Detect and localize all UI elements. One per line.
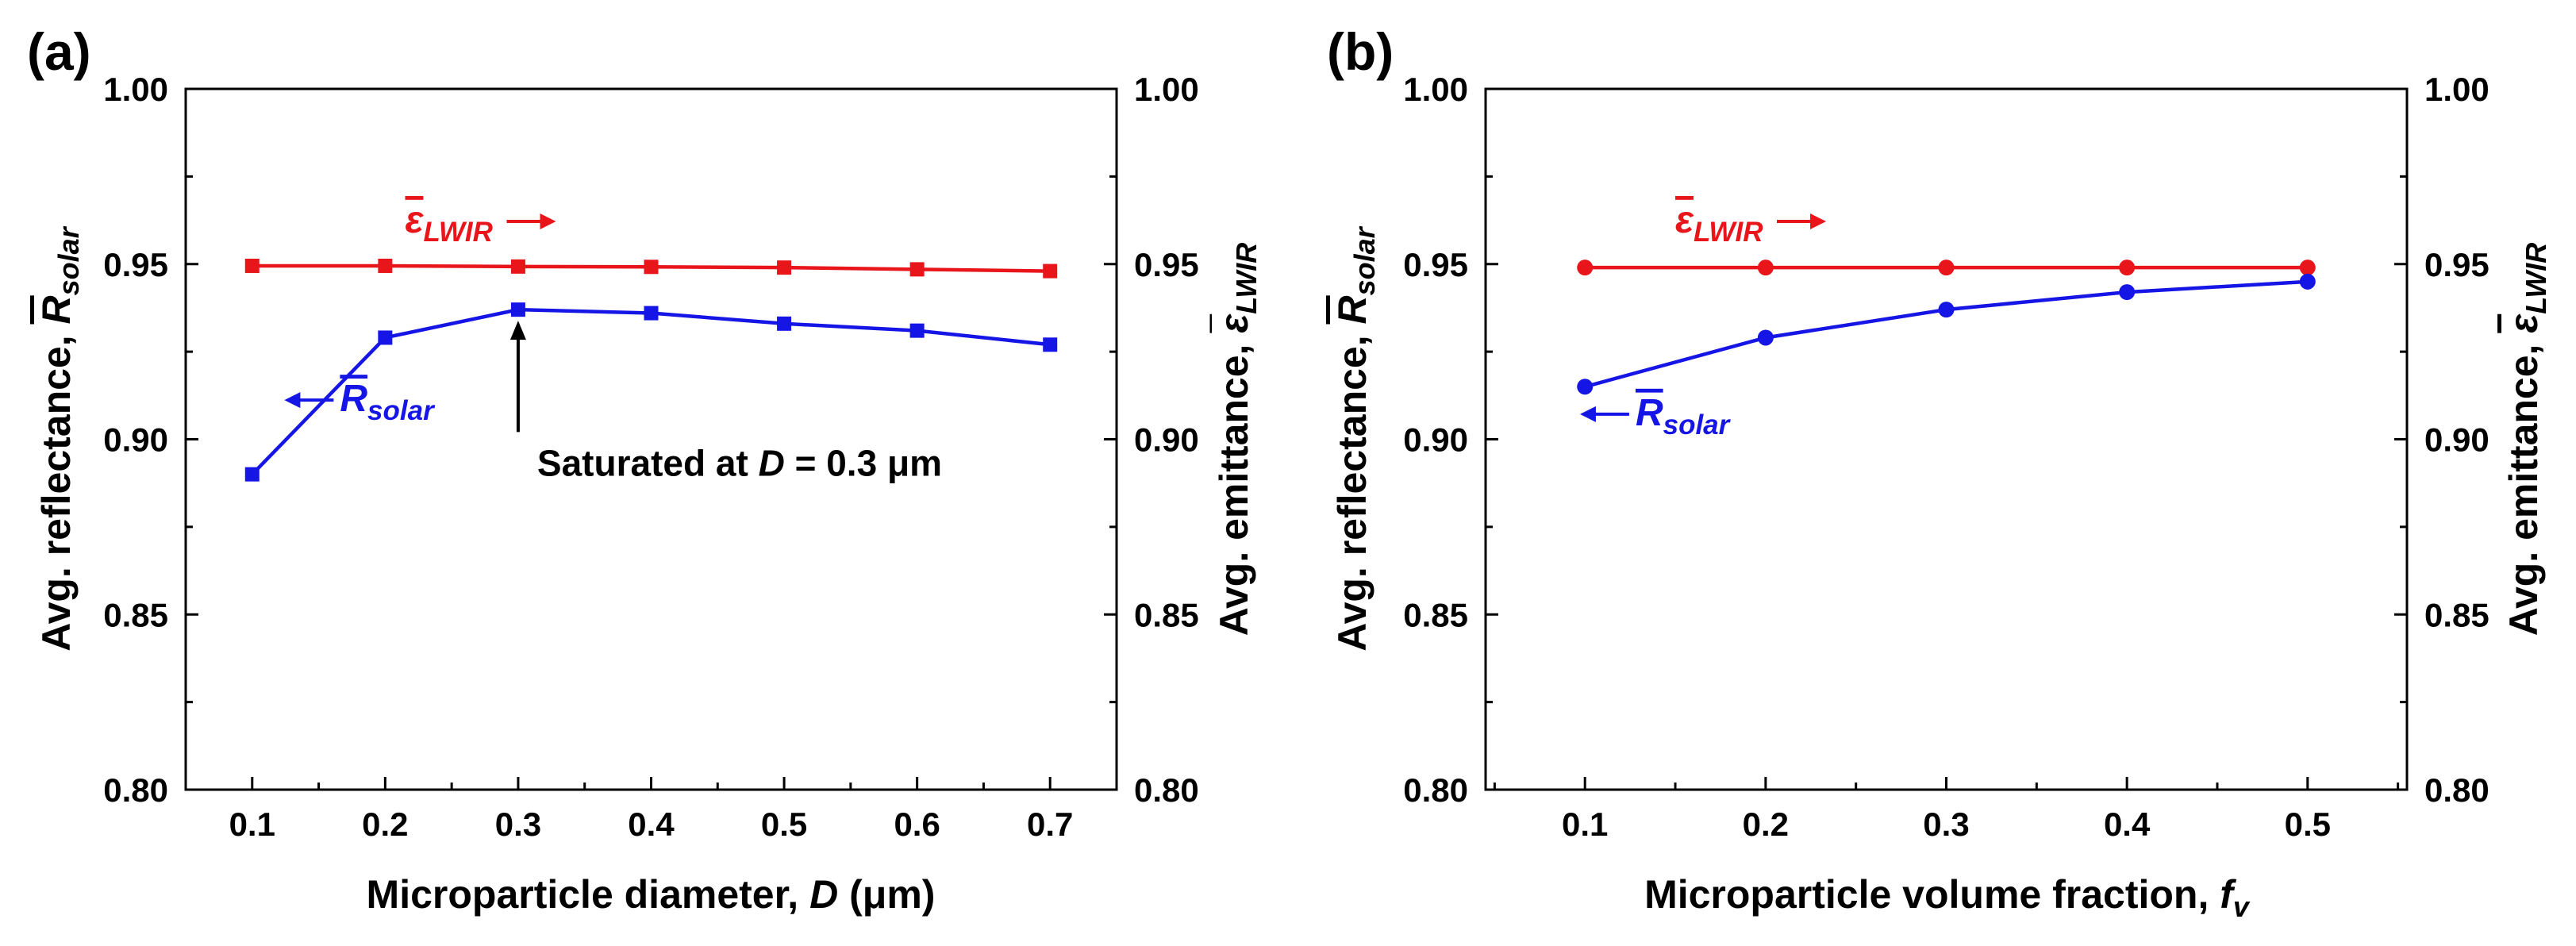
y-axis-label-right: Avg. emittance, εLWIR: [2501, 243, 2552, 636]
panel-label: (b): [1327, 22, 1394, 81]
y-tick-label-right: 0.80: [2424, 771, 2489, 809]
y-tick-label-right: 1.00: [2424, 71, 2489, 108]
x-tick-label: 0.7: [1027, 806, 1073, 843]
y-tick-label-left: 0.95: [1403, 246, 1468, 283]
series-solar-point: [510, 302, 525, 317]
x-tick-label: 0.2: [362, 806, 408, 843]
series-lwir-point: [644, 260, 659, 275]
x-axis-label: Microparticle volume fraction, fv: [1644, 872, 2251, 923]
series-solar-point: [1938, 302, 1955, 318]
x-axis-label: Microparticle diameter, D (μm): [367, 872, 936, 917]
y-axis-label-right: Avg. emittance, εLWIR: [1212, 243, 1263, 636]
series-solar-line: [1584, 279, 2308, 389]
y-tick-label-right: 0.90: [2424, 421, 2489, 459]
y-tick-label-left: 0.85: [103, 596, 168, 633]
x-tick-label: 0.6: [894, 806, 940, 843]
lwir-label: εLWIR: [1675, 199, 1763, 248]
chart-panel-a: (a) 0.80 0.80 0.85 0.85 0.90 0.90 0.95 0.95 1.00 1…: [27, 22, 1263, 917]
solar-label: Rsolar: [1636, 392, 1732, 440]
series-lwir-point: [2299, 260, 2316, 276]
y-tick-label-left: 0.90: [103, 421, 168, 459]
x-tick-label: 0.5: [761, 806, 807, 843]
panel-label: (a): [27, 22, 91, 81]
lwir-label-arrowhead: [1810, 213, 1827, 230]
series-lwir-point: [244, 258, 260, 273]
y-tick-label-right: 0.90: [1134, 421, 1199, 459]
series-lwir-point: [1938, 260, 1955, 276]
series-lwir-point: [1577, 260, 1594, 276]
series-lwir-point: [1757, 260, 1774, 276]
x-tick-label: 0.3: [1923, 806, 1969, 843]
series-lwir-point: [909, 262, 925, 277]
solar-label: Rsolar: [340, 378, 436, 426]
y-tick-label-right: 0.95: [1134, 246, 1199, 283]
series-lwir-point: [378, 258, 393, 273]
y-axis-label-left: Avg. reflectance, Rsolar: [1330, 225, 1381, 651]
y-tick-label-right: 0.85: [1134, 596, 1199, 633]
solar-label-arrowhead: [284, 392, 301, 409]
series-solar-point: [244, 467, 260, 482]
lwir-label-arrowhead: [540, 213, 556, 230]
y-axis-label-left: Avg. reflectance, Rsolar: [34, 225, 85, 651]
series-solar-point: [1043, 337, 1058, 352]
series-solar-point: [2299, 273, 2316, 290]
y-tick-label-left: 0.95: [103, 246, 168, 283]
solar-label-arrowhead: [1579, 406, 1596, 422]
x-tick-label: 0.3: [495, 806, 541, 843]
series-solar-point: [1577, 379, 1594, 395]
chart-panel-b: (b) 0.80 0.80 0.85 0.85 0.90 0.90 0.95 0.95 1.00 1…: [1327, 22, 2552, 923]
y-tick-label-right: 1.00: [1134, 71, 1199, 108]
y-tick-label-left: 0.85: [1403, 596, 1468, 633]
x-tick-label: 0.5: [2285, 806, 2331, 843]
x-tick-label: 0.1: [229, 806, 275, 843]
series-lwir-point: [510, 259, 525, 274]
plot-frame: [1484, 87, 2409, 791]
series-solar-point: [644, 306, 659, 321]
x-tick-label: 0.2: [1743, 806, 1789, 843]
y-tick-label-left: 0.90: [1403, 421, 1468, 459]
y-tick-label-left: 1.00: [103, 71, 168, 108]
plot-frame: [184, 87, 1118, 791]
series-solar-point: [777, 316, 792, 331]
series-lwir-point: [777, 260, 792, 275]
lwir-label: εLWIR: [405, 199, 493, 248]
x-tick-label: 0.1: [1562, 806, 1608, 843]
y-tick-label-left: 0.80: [103, 771, 168, 809]
series-solar-point: [2119, 284, 2136, 301]
y-tick-label-right: 0.95: [2424, 246, 2489, 283]
y-tick-label-right: 0.85: [2424, 596, 2489, 633]
y-tick-label-left: 1.00: [1403, 71, 1468, 108]
y-tick-label-right: 0.80: [1134, 771, 1199, 809]
x-tick-label: 0.4: [2104, 806, 2151, 843]
series-lwir-point: [2119, 260, 2136, 276]
x-tick-label: 0.4: [628, 806, 675, 843]
annotation-arrowhead: [509, 321, 526, 340]
series-solar-point: [378, 330, 393, 345]
series-lwir-point: [1043, 263, 1058, 279]
series-solar-point: [909, 323, 925, 338]
y-tick-label-left: 0.80: [1403, 771, 1468, 809]
annotation-text: Saturated at D = 0.3 μm: [537, 442, 942, 483]
series-solar-point: [1757, 329, 1774, 346]
